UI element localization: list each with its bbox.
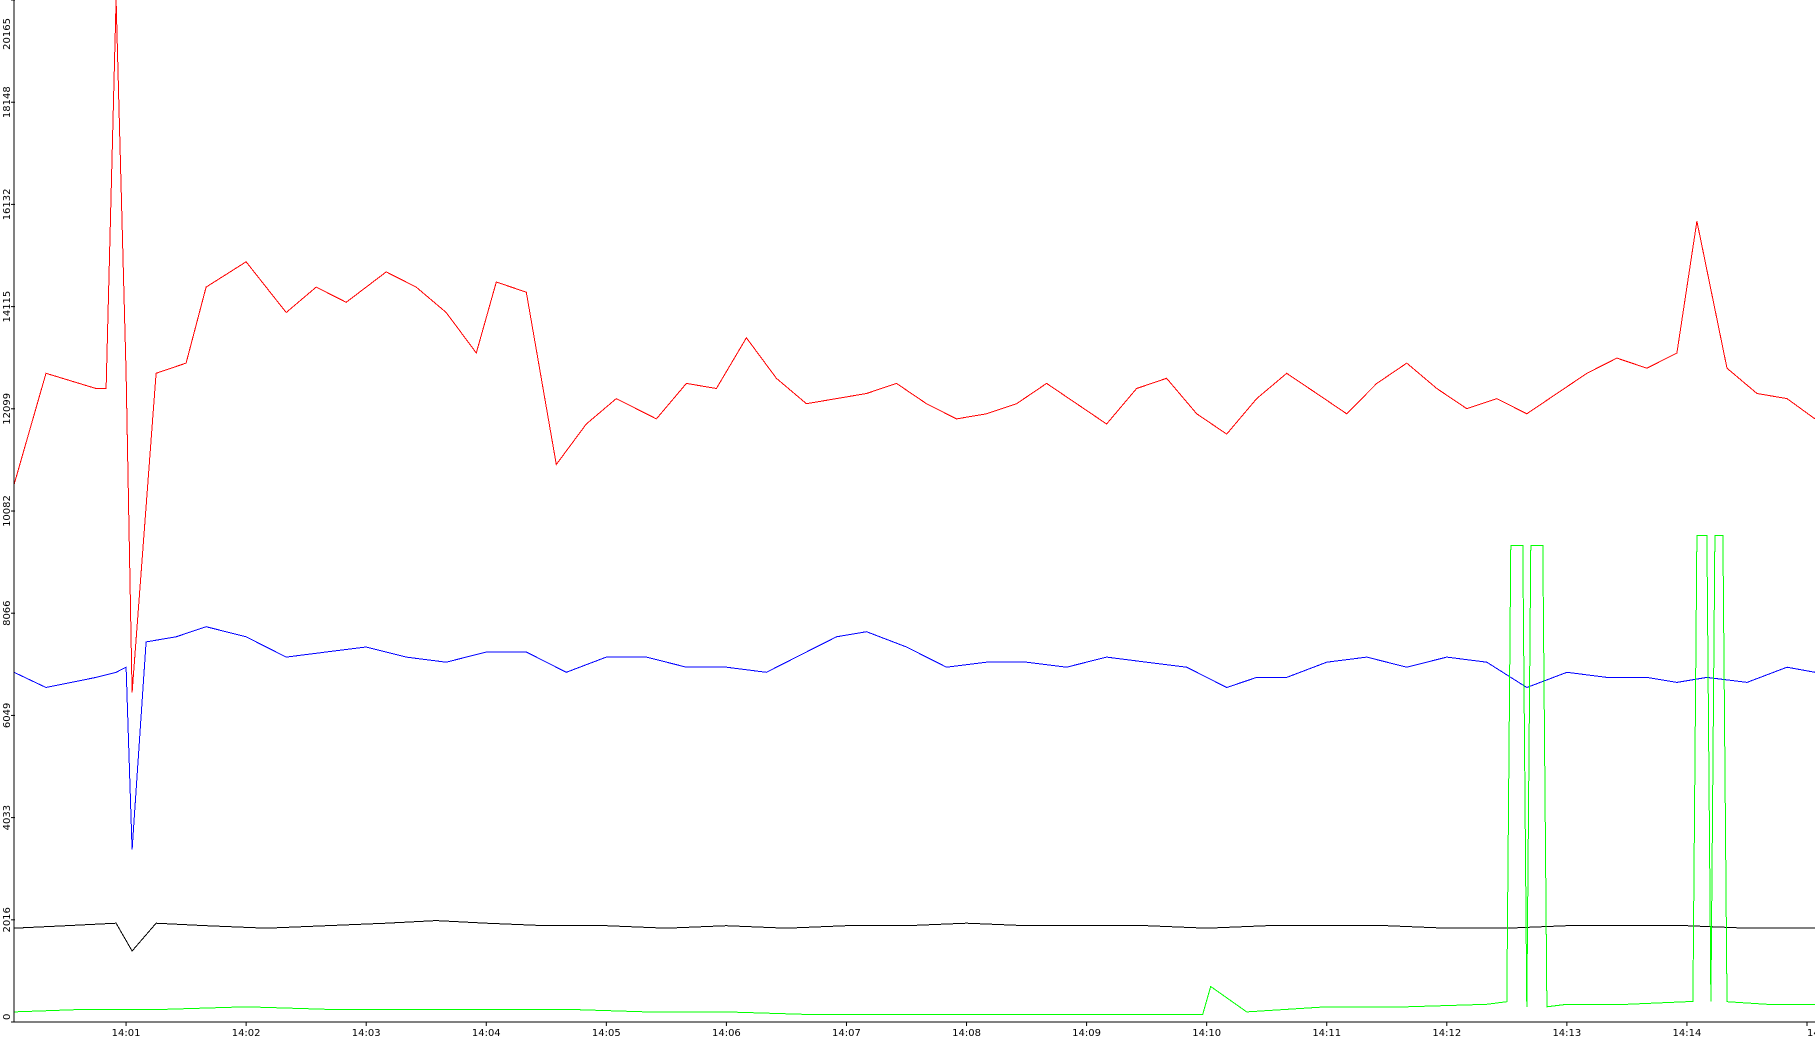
x-tick-label: 14:10 bbox=[1192, 1028, 1221, 1039]
series-line-1 bbox=[13, 0, 1815, 693]
series-layer bbox=[13, 0, 1815, 1015]
y-tick-label: 2016 bbox=[2, 907, 13, 932]
x-tick-label: 14:07 bbox=[832, 1028, 861, 1039]
y-tick-label: 0 bbox=[2, 1014, 13, 1020]
x-tick-label: 14:14 bbox=[1673, 1028, 1702, 1039]
x-tick-label: 14:08 bbox=[952, 1028, 981, 1039]
x-tick-label: 14:06 bbox=[712, 1028, 741, 1039]
series-line-3 bbox=[13, 920, 1815, 952]
y-tick-label: 14115 bbox=[2, 291, 13, 323]
x-tick-label: 14:09 bbox=[1072, 1028, 1101, 1039]
y-tick-label: 16132 bbox=[2, 188, 13, 220]
x-tick-label: 14: bbox=[1807, 1028, 1815, 1039]
series-line-2 bbox=[13, 626, 1815, 850]
x-tick-label: 14:05 bbox=[592, 1028, 621, 1039]
x-axis-ticks: 14:01 14:02 14:03 14:04 14:05 14:06 14:07 14:08… bbox=[112, 1022, 1815, 1039]
y-axis-ticks: 0 2016 4033 6049 8066 10082 12099 14115 16132 181… bbox=[2, 0, 15, 1023]
x-tick-label: 14:13 bbox=[1552, 1028, 1581, 1039]
y-tick-label: 18148 bbox=[2, 86, 13, 118]
y-tick-label: 12099 bbox=[2, 393, 13, 425]
x-tick-label: 14:01 bbox=[112, 1028, 141, 1039]
x-tick-label: 14:12 bbox=[1432, 1028, 1461, 1039]
y-tick-label: 6049 bbox=[2, 703, 13, 728]
series-line-4 bbox=[13, 535, 1815, 1015]
x-tick-label: 14:02 bbox=[232, 1028, 261, 1039]
x-tick-label: 14:11 bbox=[1312, 1028, 1341, 1039]
y-tick-label: 20165 bbox=[2, 18, 13, 50]
y-tick-label: 8066 bbox=[2, 600, 13, 625]
x-tick-label: 14:03 bbox=[352, 1028, 381, 1039]
y-tick-label: 4033 bbox=[2, 805, 13, 830]
x-tick-label: 14:04 bbox=[472, 1028, 501, 1039]
y-tick-label: 10082 bbox=[2, 495, 13, 527]
